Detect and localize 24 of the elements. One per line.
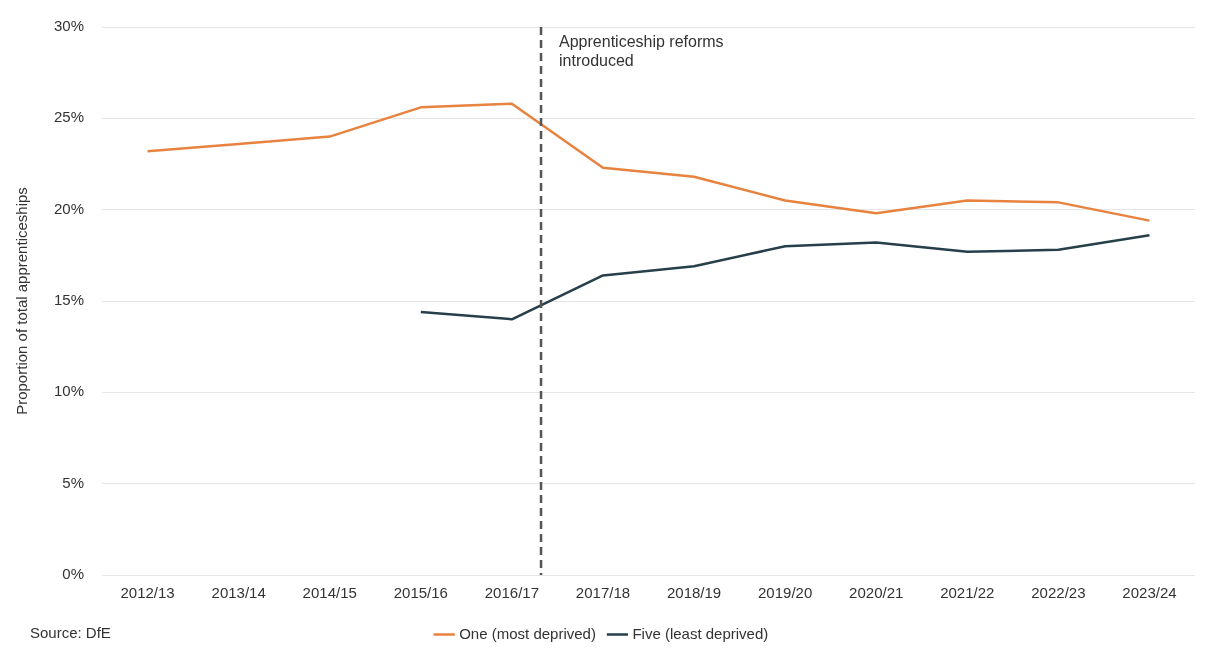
source-note: Source: DfE [30,624,111,642]
x-tick-label: 2023/24 [1122,584,1177,602]
x-tick-label: 2016/17 [484,584,540,602]
y-tick-label: 15% [53,291,85,309]
ref-line-label: Apprenticeship reforms introduced [559,33,724,70]
y-axis-title: Proportion of total apprenticeships [13,187,31,415]
y-tick-label: 30% [53,17,85,35]
x-tick-label: 2021/22 [940,584,995,602]
x-tick-label: 2013/14 [211,584,266,602]
x-tick-label: 2022/23 [1031,584,1086,602]
x-tick-label: 2015/16 [393,584,448,602]
y-tick-label: 25% [53,108,85,126]
x-tick-label: 2012/13 [120,584,175,602]
x-tick-label: 2014/15 [302,584,357,602]
y-tick-label: 5% [62,473,85,491]
legend-label: One (most deprived) [459,624,596,642]
x-tick-label: 2020/21 [849,584,904,602]
x-tick-label: 2019/20 [758,584,813,602]
y-tick-label: 0% [62,565,85,583]
legend-label: Five (least deprived) [632,624,769,642]
y-tick-label: 10% [53,382,85,400]
x-tick-label: 2017/18 [575,584,631,602]
y-tick-label: 20% [53,199,85,217]
x-tick-label: 2018/19 [666,584,722,602]
